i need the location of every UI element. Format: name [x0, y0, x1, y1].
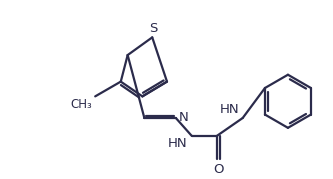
- Text: CH₃: CH₃: [71, 98, 92, 111]
- Text: O: O: [213, 163, 223, 176]
- Text: HN: HN: [220, 103, 240, 116]
- Text: HN: HN: [168, 137, 187, 150]
- Text: S: S: [149, 22, 158, 35]
- Text: N: N: [179, 110, 188, 124]
